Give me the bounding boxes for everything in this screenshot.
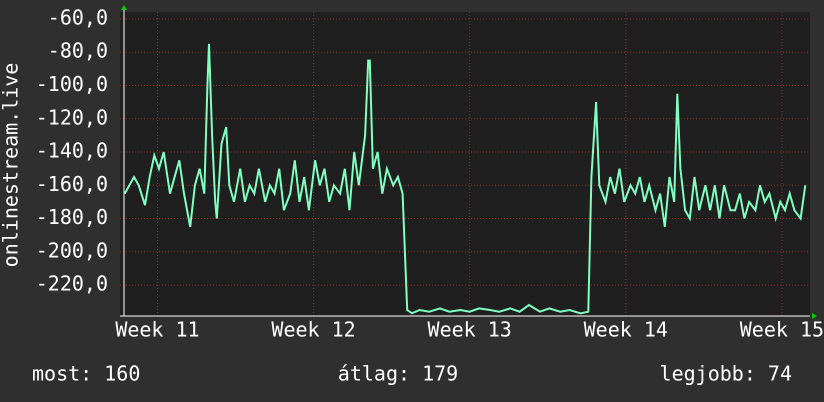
- y-tick-label: -160,0: [36, 172, 108, 196]
- data-line: [123, 43, 807, 315]
- y-axis-label: onlinestream.live: [0, 63, 23, 268]
- y-tick-label: -100,0: [36, 72, 108, 96]
- y-tick-label: -200,0: [36, 238, 108, 262]
- plot-area: [120, 12, 810, 316]
- y-axis-arrow: [121, 5, 127, 10]
- footer-text: most: 160: [32, 362, 140, 386]
- x-axis-arrow: [812, 313, 817, 319]
- y-tick-label: -140,0: [36, 139, 108, 163]
- y-tick-label: -80,0: [48, 39, 108, 63]
- y-tick-label: -60,0: [48, 5, 108, 29]
- footer-text: átlag: 179: [338, 362, 458, 386]
- x-tick-label: Week 14: [584, 318, 668, 342]
- y-tick-label: -120,0: [36, 105, 108, 129]
- x-tick-label: Week 11: [115, 318, 199, 342]
- y-tick-label: -180,0: [36, 205, 108, 229]
- x-tick-label: Week 15: [740, 318, 824, 342]
- footer-text: legjobb: 74: [660, 362, 792, 386]
- x-tick-label: Week 12: [271, 318, 355, 342]
- x-tick-label: Week 13: [428, 318, 512, 342]
- y-tick-label: -220,0: [36, 272, 108, 296]
